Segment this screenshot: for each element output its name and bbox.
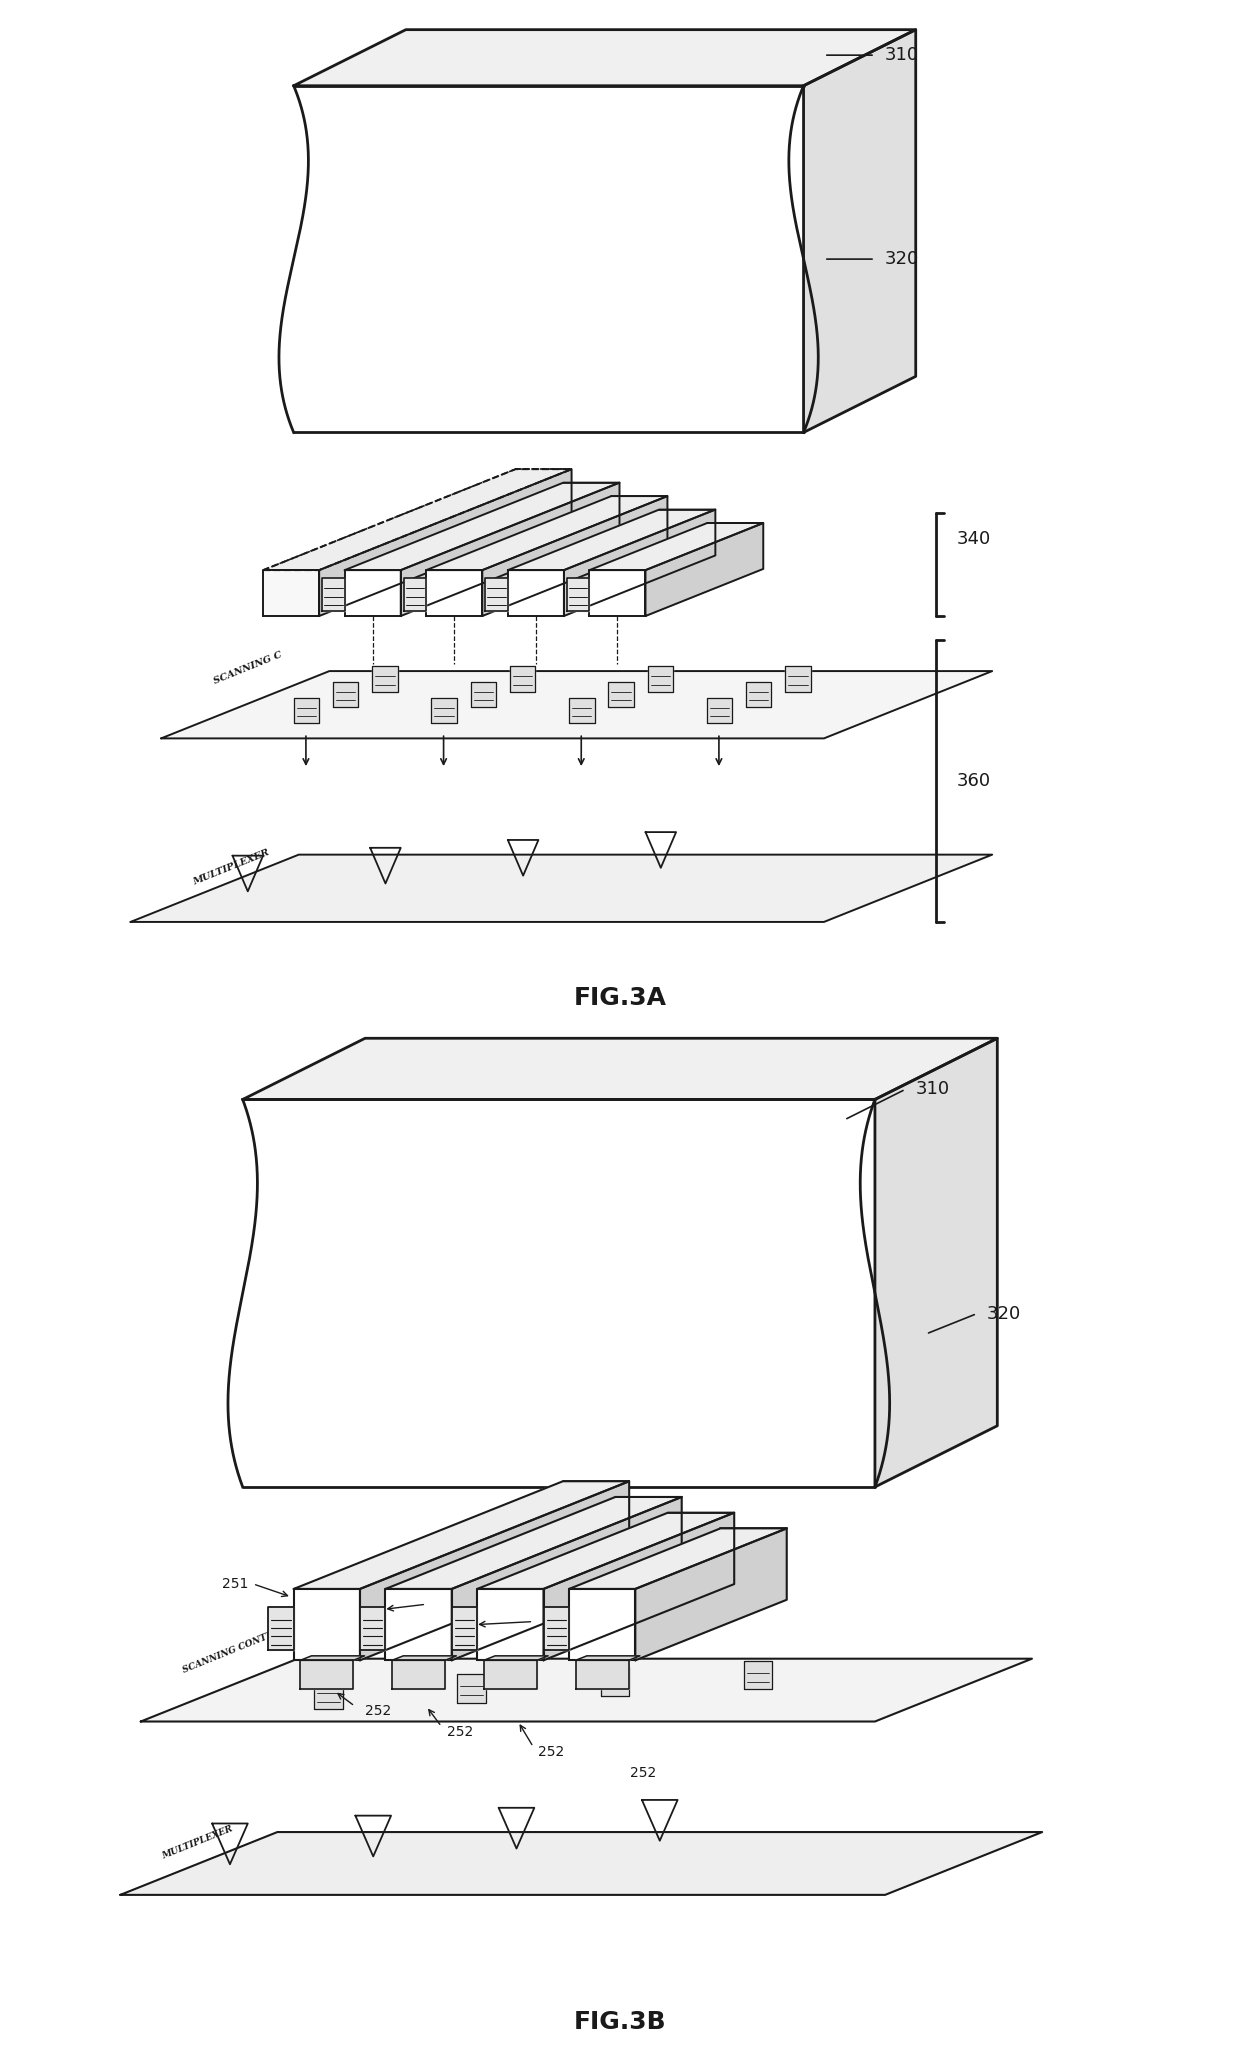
Text: 310: 310 [915, 1079, 950, 1098]
Polygon shape [575, 1660, 629, 1689]
Text: MULTIPLEXER: MULTIPLEXER [161, 1824, 234, 1861]
Text: 310: 310 [885, 45, 919, 64]
Polygon shape [508, 509, 715, 570]
Polygon shape [360, 1607, 386, 1650]
Text: 252: 252 [630, 1765, 656, 1779]
Polygon shape [345, 482, 620, 570]
Text: 251: 251 [502, 1615, 529, 1629]
Polygon shape [484, 1656, 548, 1660]
Polygon shape [451, 1607, 477, 1650]
Polygon shape [785, 667, 811, 692]
Polygon shape [427, 570, 482, 616]
Polygon shape [564, 509, 715, 616]
Polygon shape [360, 1482, 629, 1660]
Text: 340: 340 [956, 529, 991, 548]
Polygon shape [314, 1681, 342, 1709]
Polygon shape [322, 579, 345, 611]
Polygon shape [404, 579, 427, 611]
Polygon shape [392, 1656, 456, 1660]
Polygon shape [471, 681, 496, 708]
Polygon shape [635, 1529, 786, 1660]
Polygon shape [458, 1674, 486, 1703]
Polygon shape [427, 497, 667, 570]
Polygon shape [569, 1588, 635, 1660]
Polygon shape [161, 671, 992, 739]
Polygon shape [300, 1656, 365, 1660]
Polygon shape [482, 497, 667, 616]
Polygon shape [294, 698, 319, 722]
Polygon shape [575, 1656, 640, 1660]
Polygon shape [294, 29, 915, 86]
Polygon shape [508, 570, 564, 616]
Polygon shape [609, 681, 634, 708]
Polygon shape [451, 1498, 682, 1660]
Text: 251: 251 [222, 1576, 249, 1590]
Polygon shape [646, 523, 764, 616]
Polygon shape [875, 1038, 997, 1488]
Polygon shape [567, 579, 589, 611]
Polygon shape [386, 1498, 682, 1588]
Text: 360: 360 [956, 772, 991, 790]
Polygon shape [294, 1482, 629, 1588]
Text: SCANNING CONTROL: SCANNING CONTROL [181, 1623, 289, 1674]
Text: FIG.3A: FIG.3A [573, 987, 667, 1010]
Polygon shape [345, 570, 401, 616]
Polygon shape [477, 1588, 543, 1660]
Polygon shape [477, 1512, 734, 1588]
Polygon shape [334, 681, 358, 708]
Polygon shape [707, 698, 732, 722]
Text: 252: 252 [365, 1705, 392, 1718]
Polygon shape [401, 482, 620, 616]
Polygon shape [263, 470, 572, 570]
Polygon shape [140, 1658, 1032, 1722]
Polygon shape [319, 470, 572, 616]
Polygon shape [485, 579, 508, 611]
Polygon shape [300, 1660, 353, 1689]
Polygon shape [647, 667, 673, 692]
Polygon shape [589, 570, 646, 616]
Polygon shape [746, 681, 771, 708]
Polygon shape [510, 667, 536, 692]
Text: 251: 251 [396, 1596, 422, 1611]
Polygon shape [804, 29, 915, 433]
Text: 252: 252 [446, 1726, 472, 1738]
Polygon shape [372, 667, 398, 692]
Polygon shape [243, 1038, 997, 1100]
Polygon shape [392, 1660, 445, 1689]
Polygon shape [484, 1660, 537, 1689]
Polygon shape [130, 854, 992, 921]
Polygon shape [744, 1660, 773, 1689]
Polygon shape [589, 523, 764, 570]
Polygon shape [263, 570, 319, 616]
Text: MULTIPLEXER: MULTIPLEXER [192, 847, 272, 886]
Polygon shape [432, 698, 456, 722]
Polygon shape [268, 1607, 294, 1650]
Text: 320: 320 [885, 250, 919, 269]
Polygon shape [294, 1588, 360, 1660]
Text: 320: 320 [987, 1305, 1022, 1324]
Text: 252: 252 [538, 1744, 564, 1759]
Polygon shape [543, 1512, 734, 1660]
Polygon shape [569, 698, 594, 722]
Polygon shape [569, 1529, 786, 1588]
Polygon shape [120, 1832, 1042, 1894]
Text: SCANNING C: SCANNING C [212, 650, 283, 685]
Polygon shape [386, 1588, 451, 1660]
Polygon shape [543, 1607, 569, 1650]
Text: FIG.3B: FIG.3B [574, 2011, 666, 2034]
Polygon shape [600, 1668, 629, 1695]
